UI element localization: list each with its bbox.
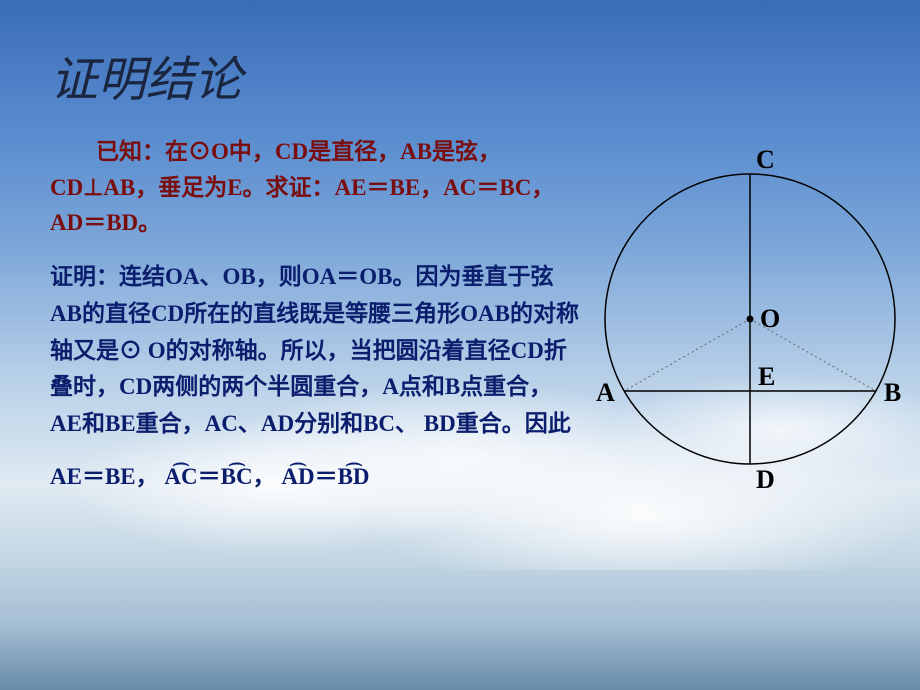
arc-BC: BC	[221, 464, 253, 490]
label-A: A	[596, 378, 615, 407]
label-O: O	[760, 304, 780, 333]
given-statement: 已知：在⊙O中，CD是直径，AB是弦，CD⊥AB，垂足为E。求证：AE＝BE，A…	[50, 134, 580, 241]
slide-container: 证明结论 已知：在⊙O中，CD是直径，AB是弦，CD⊥AB，垂足为E。求证：AE…	[0, 0, 920, 690]
comma2: ，	[253, 464, 276, 489]
label-C: C	[756, 145, 775, 174]
label-D: D	[756, 465, 775, 494]
circle-diagram: C O E A B D	[580, 144, 920, 504]
proof-conclusion: AE＝BE， AC＝BC， AD＝BD	[50, 457, 580, 491]
arc-AC: AC	[164, 464, 197, 490]
eq3: ＝	[315, 464, 338, 489]
slide-title: 证明结论	[50, 40, 870, 110]
label-B: B	[884, 378, 901, 407]
eq2: ＝	[198, 464, 221, 489]
label-E: E	[758, 362, 775, 391]
center-point	[747, 316, 754, 323]
arc-AD: AD	[281, 464, 314, 490]
content-row: 已知：在⊙O中，CD是直径，AB是弦，CD⊥AB，垂足为E。求证：AE＝BE，A…	[50, 134, 870, 491]
arc-BD: BD	[338, 464, 370, 490]
radius-OA	[624, 319, 750, 391]
conc-part1: AE＝BE，	[50, 464, 159, 489]
proof-body: 证明：连结OA、OB，则OA＝OB。因为垂直于弦AB的直径CD所在的直线既是等腰…	[50, 259, 580, 443]
text-column: 已知：在⊙O中，CD是直径，AB是弦，CD⊥AB，垂足为E。求证：AE＝BE，A…	[50, 134, 580, 491]
